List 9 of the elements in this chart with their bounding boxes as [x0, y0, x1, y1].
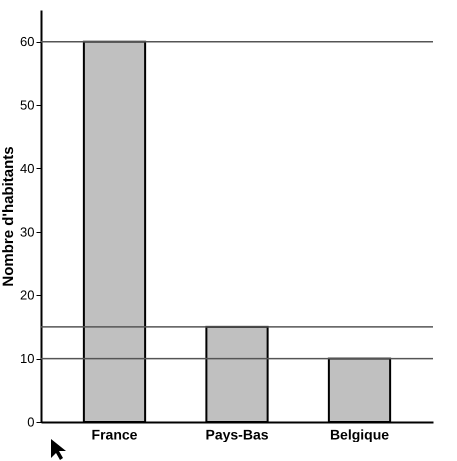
x-tick-label: France: [92, 426, 138, 442]
y-tick-label: 20: [20, 288, 34, 303]
y-tick-label: 60: [20, 34, 34, 50]
y-tick-label: 50: [20, 98, 34, 113]
y-tick-label: 10: [20, 351, 34, 366]
y-tick-label: 30: [20, 224, 34, 240]
y-tick-label: 0: [27, 414, 34, 430]
y-tick-label: 40: [20, 160, 34, 176]
y-axis-title: Nombre d'habitants: [0, 146, 18, 287]
